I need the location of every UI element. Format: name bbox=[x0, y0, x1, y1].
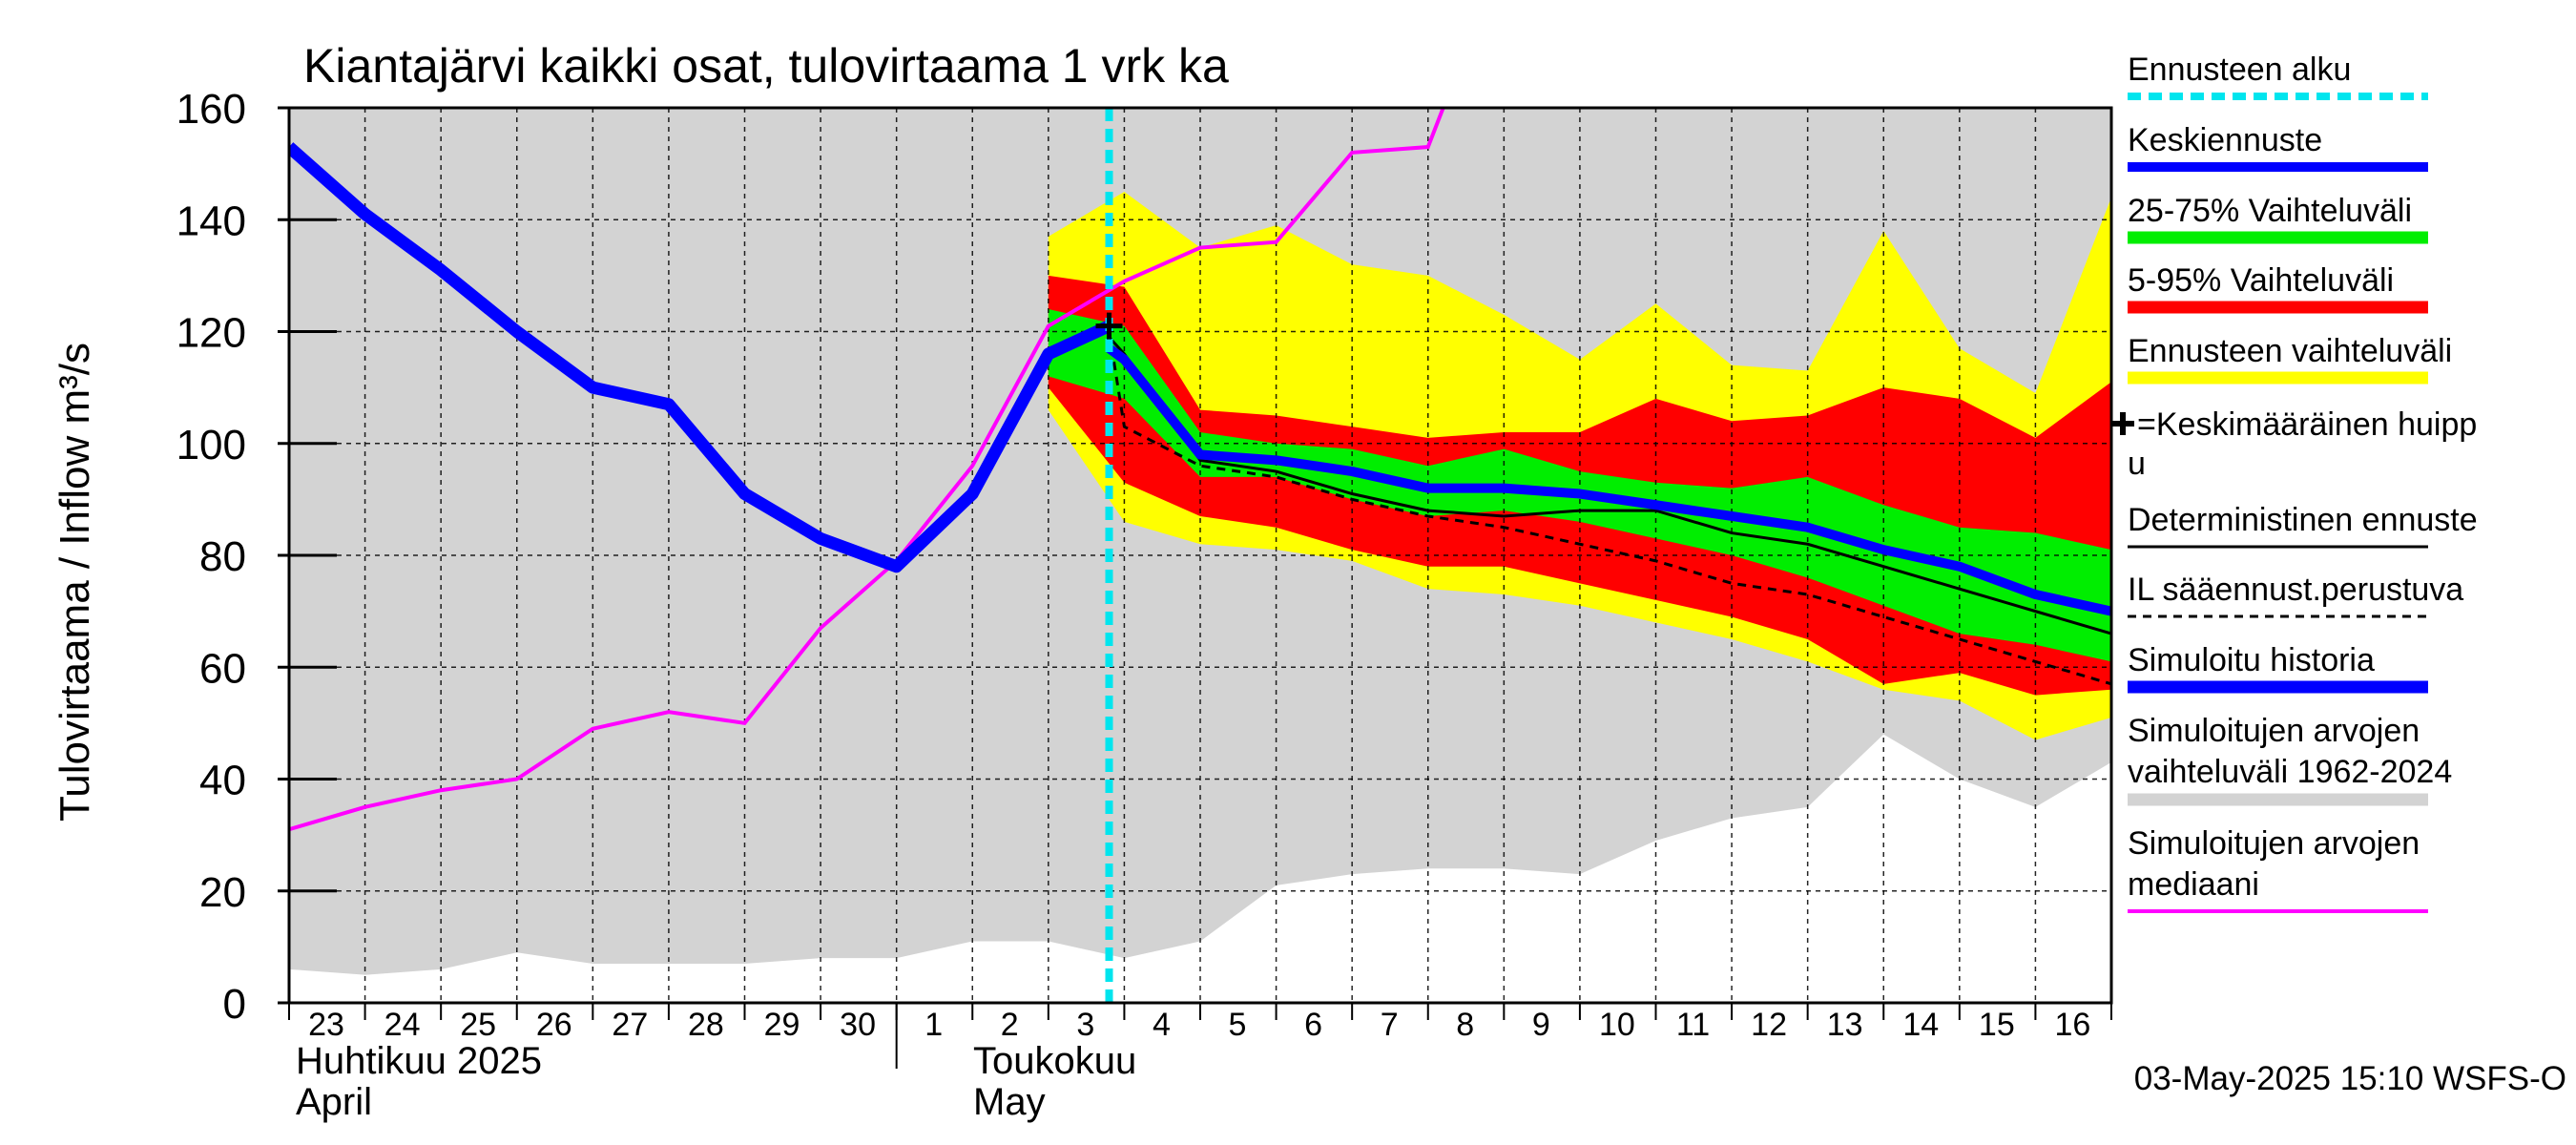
month-label-april-fi: Huhtikuu 2025 bbox=[296, 1040, 542, 1082]
grid-lines bbox=[289, 108, 2111, 1003]
y-tick-label: 80 bbox=[199, 533, 246, 580]
legend-peak-marker-icon bbox=[2111, 412, 2134, 435]
il-forecast-line bbox=[1108, 331, 2111, 686]
legend-label-history-band-line2: vaihteluväli 1962-2024 bbox=[2128, 754, 2452, 790]
x-day-label: 9 bbox=[1532, 1007, 1550, 1043]
band-25-75-area bbox=[1048, 309, 2111, 662]
legend-label-band-full: Ennusteen vaihteluväli bbox=[2128, 333, 2452, 369]
x-day-label: 23 bbox=[308, 1007, 344, 1043]
y-tick-label: 60 bbox=[199, 645, 246, 692]
y-tick-label: 40 bbox=[199, 758, 246, 804]
x-day-label: 26 bbox=[536, 1007, 572, 1043]
x-day-label: 11 bbox=[1676, 1007, 1710, 1043]
x-day-label: 28 bbox=[688, 1007, 724, 1043]
legend-label-peak-line1: =Keskimääräinen huipp bbox=[2137, 406, 2477, 443]
month-label-april-en: April bbox=[296, 1081, 372, 1123]
legend-label-forecast-start: Ennusteen alku bbox=[2128, 52, 2351, 88]
deterministic-line bbox=[1108, 336, 2111, 635]
legend-label-median-line2: mediaani bbox=[2128, 866, 2259, 903]
x-day-label: 29 bbox=[764, 1007, 800, 1043]
x-day-label: 6 bbox=[1304, 1007, 1322, 1043]
legend-label-peak-line2: u bbox=[2128, 446, 2146, 482]
legend-label-band-25-75: 25-75% Vaihteluväli bbox=[2128, 193, 2412, 229]
x-day-label: 7 bbox=[1381, 1007, 1399, 1043]
simulated-history-line bbox=[289, 142, 1112, 573]
y-tick-label: 20 bbox=[199, 869, 246, 916]
y-axis-label: Tulovirtaama / Inflow m³/s bbox=[52, 343, 98, 822]
x-day-label: 24 bbox=[384, 1007, 421, 1043]
x-day-label: 12 bbox=[1751, 1007, 1787, 1043]
x-day-label: 3 bbox=[1076, 1007, 1094, 1043]
legend-label-history-band-line1: Simuloitujen arvojen bbox=[2128, 713, 2420, 749]
y-tick-label: 160 bbox=[177, 86, 246, 133]
month-label-may-fi: Toukokuu bbox=[973, 1040, 1136, 1082]
chart-title: Kiantajärvi kaikki osat, tulovirtaama 1 … bbox=[303, 39, 1229, 93]
month-label-may-en: May bbox=[973, 1081, 1046, 1123]
y-tick-label: 120 bbox=[177, 310, 246, 357]
x-day-label: 4 bbox=[1153, 1007, 1171, 1043]
y-tick-label: 140 bbox=[177, 198, 246, 244]
legend-label-band-5-95: 5-95% Vaihteluväli bbox=[2128, 262, 2394, 299]
x-day-label: 8 bbox=[1456, 1007, 1474, 1043]
y-tick-label: 0 bbox=[223, 981, 246, 1028]
y-tick-label: 100 bbox=[177, 422, 246, 468]
x-day-label: 1 bbox=[924, 1007, 943, 1043]
legend-label-deterministic: Deterministinen ennuste bbox=[2128, 502, 2478, 538]
x-day-label: 2 bbox=[1001, 1007, 1019, 1043]
mean-peak-marker bbox=[1095, 312, 1123, 340]
x-day-label: 10 bbox=[1599, 1007, 1635, 1043]
footer-timestamp: 03-May-2025 15:10 WSFS-O bbox=[2134, 1060, 2566, 1097]
x-day-label: 14 bbox=[1902, 1007, 1939, 1043]
legend-label-median-line1: Simuloitujen arvojen bbox=[2128, 825, 2420, 862]
series-lines bbox=[289, 108, 2111, 1003]
x-day-label: 25 bbox=[460, 1007, 496, 1043]
mean-forecast-line bbox=[1106, 344, 2111, 616]
x-day-label: 13 bbox=[1827, 1007, 1863, 1043]
legend: Ennusteen alku Keskiennuste 25-75% Vaiht… bbox=[2111, 52, 2478, 913]
x-day-label: 15 bbox=[1979, 1007, 2015, 1043]
x-day-label: 5 bbox=[1229, 1007, 1247, 1043]
legend-label-mean-forecast: Keskiennuste bbox=[2128, 122, 2322, 158]
forecast-bands bbox=[1048, 191, 2111, 740]
x-day-label: 30 bbox=[840, 1007, 876, 1043]
x-day-label: 16 bbox=[2055, 1007, 2091, 1043]
legend-label-il-forecast: IL sääennust.perustuva bbox=[2128, 572, 2463, 608]
legend-label-simulated-history: Simuloitu historia bbox=[2128, 642, 2375, 678]
x-day-label: 27 bbox=[612, 1007, 648, 1043]
